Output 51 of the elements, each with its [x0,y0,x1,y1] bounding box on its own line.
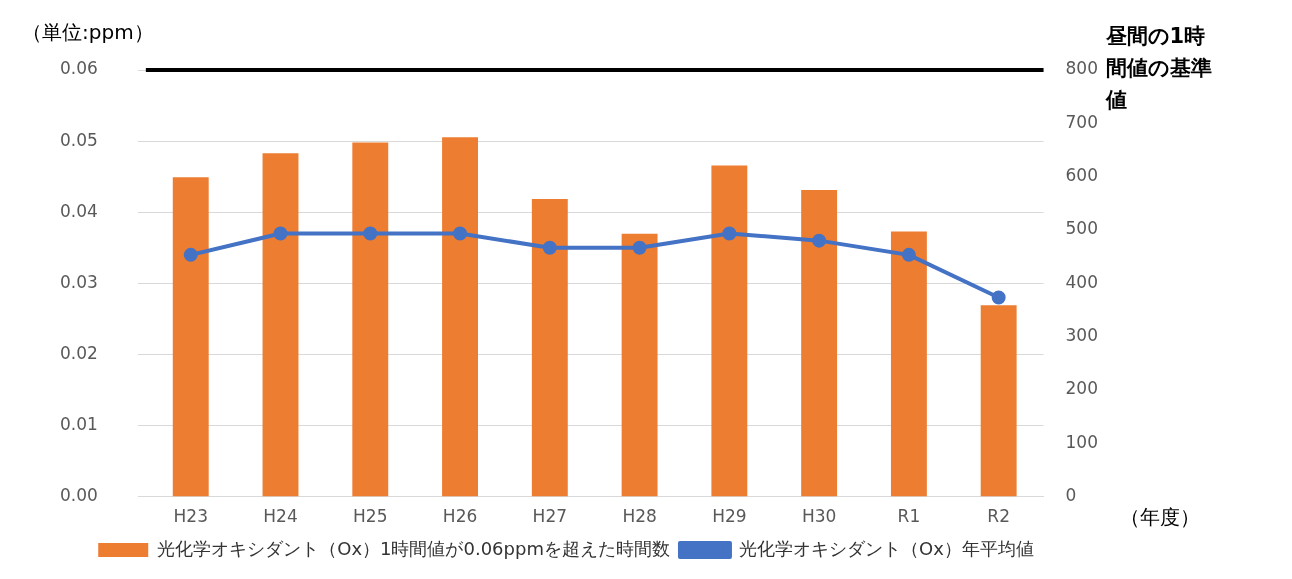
point [632,240,647,255]
y-tick-label: 0.00 [59,485,98,506]
y2-tick-label: 0 [1065,485,1077,506]
x-tick-label: H24 [263,506,298,527]
bar [442,137,478,497]
x-tick-label: H23 [173,506,208,527]
ref-line-label: 昼間の1時間値の基準値 [1104,24,1212,113]
y-tick-label: 0.06 [59,58,98,79]
x-tick-label: H26 [442,506,478,527]
y-tick-label: 0.05 [59,129,98,150]
x-tick-label: H28 [622,506,657,527]
bar [980,305,1017,497]
point [812,233,827,248]
x-tick-label: R1 [897,506,921,527]
point [722,226,737,241]
y-axis-title: （単位:ppm） [22,20,154,45]
y-tick-label: 0.03 [59,271,98,292]
point [183,247,198,262]
point [453,226,468,241]
point [542,240,557,255]
y2-tick-label: 800 [1065,58,1099,79]
bar [890,231,927,497]
bar [801,189,838,497]
y2-tick-label: 500 [1065,218,1099,239]
y2-tick-label: 600 [1065,165,1099,186]
bar [352,142,389,497]
y2-tick-label: 300 [1065,325,1099,346]
x-tick-label: H25 [353,506,388,527]
legend-label: 光化学オキシダント（Ox）1時間値が0.06ppmを超えた時間数 [157,537,670,559]
y2-tick-label: 400 [1065,271,1099,292]
point [273,226,288,241]
y2-tick-label: 700 [1065,111,1099,132]
x-tick-label: R2 [987,506,1010,527]
point [363,226,378,241]
x-axis-title: （年度） [1120,504,1200,529]
bar [172,177,209,497]
y-tick-label: 0.02 [59,342,98,363]
x-tick-label: H27 [532,506,568,527]
legend-label: 光化学オキシダント（Ox）年平均値 [738,537,1034,559]
bar [531,199,568,497]
x-tick-label: H30 [801,506,837,527]
bar [711,165,748,497]
bar [621,233,658,497]
point [991,290,1006,305]
y2-tick-label: 200 [1065,378,1099,399]
y-tick-label: 0.01 [59,413,98,434]
y2-tick-label: 100 [1065,431,1099,452]
bar [262,153,299,497]
y-tick-label: 0.04 [59,200,98,221]
point [901,247,916,262]
x-tick-label: H29 [712,506,747,527]
